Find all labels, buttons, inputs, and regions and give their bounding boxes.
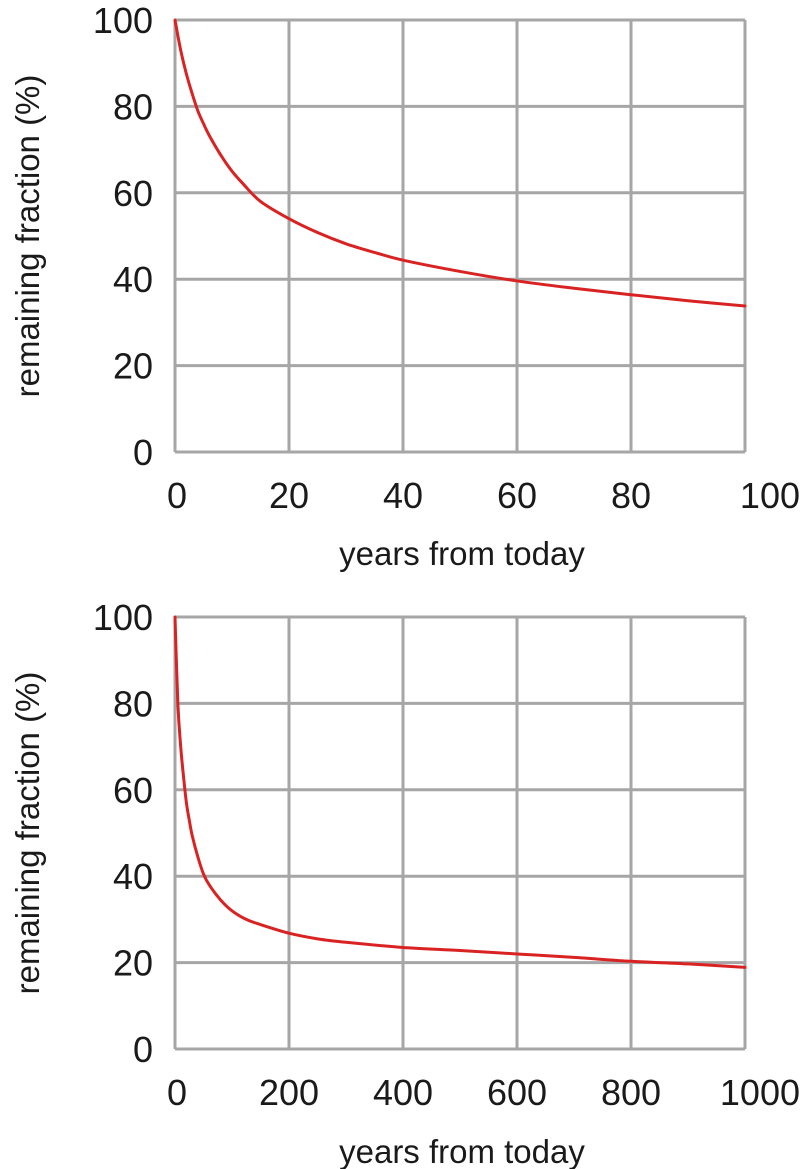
y-tick-label: 80 — [113, 86, 153, 127]
chart-grid — [173, 615, 747, 1051]
y-tick-labels: 0 20 40 60 80 100 — [93, 597, 153, 1070]
x-axis-label: years from today — [339, 1133, 585, 1169]
y-tick-label: 60 — [113, 770, 153, 811]
y-tick-label: 80 — [113, 683, 153, 724]
y-tick-label: 100 — [93, 0, 153, 41]
series-line — [173, 615, 747, 969]
chart-top: 0 20 40 60 80 100 0 20 40 60 80 100 year… — [9, 0, 800, 572]
y-tick-label: 40 — [113, 259, 153, 300]
chart-bottom: 0 20 40 60 80 100 0 200 400 600 800 1000… — [9, 597, 800, 1169]
chart-grid — [173, 18, 747, 454]
series-line — [173, 18, 747, 308]
x-axis-label: years from today — [339, 535, 585, 572]
y-tick-labels: 0 20 40 60 80 100 — [93, 0, 153, 473]
x-tick-label: 0 — [167, 475, 187, 516]
x-tick-label: 0 — [167, 1072, 187, 1113]
x-tick-label: 60 — [497, 475, 537, 516]
y-axis-label: remaining fraction (%) — [9, 75, 46, 398]
y-axis-label: remaining fraction (%) — [9, 672, 46, 995]
y-tick-label: 0 — [133, 432, 153, 473]
x-tick-label: 400 — [373, 1072, 433, 1113]
y-tick-label: 20 — [113, 346, 153, 387]
x-tick-label: 80 — [611, 475, 651, 516]
x-tick-label: 200 — [259, 1072, 319, 1113]
y-tick-label: 100 — [93, 597, 153, 638]
y-tick-label: 0 — [133, 1029, 153, 1070]
x-tick-label: 600 — [487, 1072, 547, 1113]
y-tick-label: 40 — [113, 856, 153, 897]
x-tick-label: 100 — [740, 475, 800, 516]
x-tick-labels: 0 20 40 60 80 100 — [167, 475, 800, 516]
y-tick-label: 60 — [113, 173, 153, 214]
x-tick-label: 800 — [601, 1072, 661, 1113]
x-tick-label: 1000 — [720, 1072, 800, 1113]
x-tick-labels: 0 200 400 600 800 1000 — [167, 1072, 800, 1113]
x-tick-label: 40 — [383, 475, 423, 516]
x-tick-label: 20 — [269, 475, 309, 516]
y-tick-label: 20 — [113, 943, 153, 984]
